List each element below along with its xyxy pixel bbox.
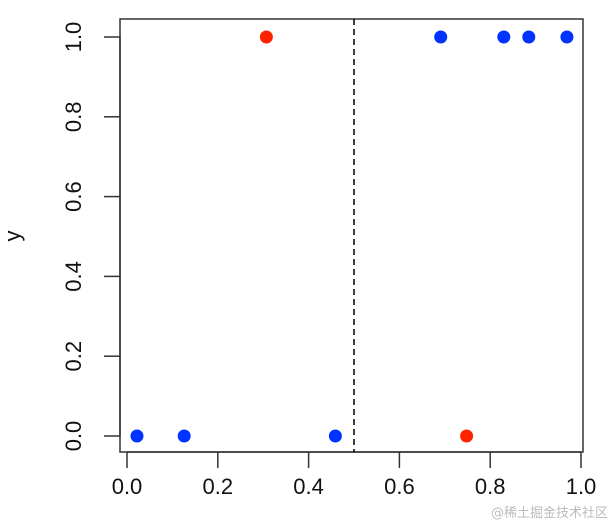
data-point bbox=[460, 429, 474, 443]
watermark: @稀土掘金技术社区 bbox=[491, 505, 608, 520]
x-tick-label: 0.8 bbox=[475, 474, 506, 499]
data-point bbox=[130, 429, 144, 443]
y-tick-label: 1.0 bbox=[61, 22, 86, 53]
plot-frame bbox=[119, 18, 584, 453]
data-point bbox=[434, 30, 448, 44]
data-points bbox=[130, 19, 574, 452]
y-tick-label: 0.6 bbox=[61, 181, 86, 212]
x-axis: 0.0 0.2 0.4 0.6 0.8 1.0 bbox=[112, 451, 597, 499]
x-tick-label: 1.0 bbox=[566, 474, 597, 499]
x-tick-label: 0.0 bbox=[112, 474, 143, 499]
data-point bbox=[497, 30, 511, 44]
y-tick-label: 0.2 bbox=[61, 341, 86, 372]
data-point bbox=[560, 30, 574, 44]
x-tick-label: 0.2 bbox=[203, 474, 234, 499]
y-axis-label: y bbox=[0, 231, 25, 242]
y-tick-label: 0.0 bbox=[61, 421, 86, 452]
y-axis: 0.0 0.2 0.4 0.6 0.8 1.0 bbox=[61, 22, 121, 452]
data-point bbox=[259, 30, 273, 44]
data-point bbox=[177, 429, 191, 443]
data-point bbox=[522, 30, 536, 44]
y-tick-label: 0.4 bbox=[61, 261, 86, 292]
x-tick-label: 0.6 bbox=[384, 474, 415, 499]
y-tick-label: 0.8 bbox=[61, 102, 86, 133]
data-point bbox=[328, 429, 342, 443]
x-tick-label: 0.4 bbox=[293, 474, 324, 499]
